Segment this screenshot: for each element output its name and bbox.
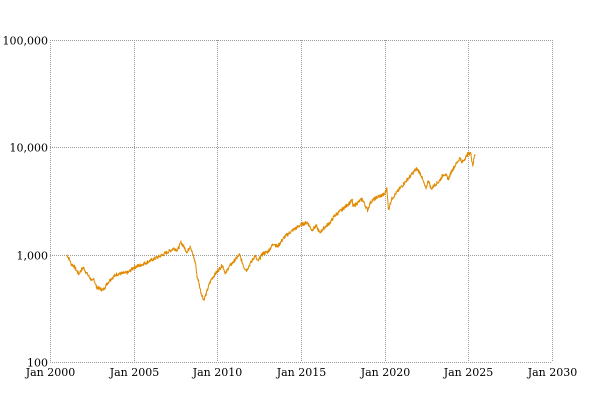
chart-series xyxy=(66,151,476,301)
x-tick-label: Jan 2010 xyxy=(192,366,243,379)
y-tick-label: 100 xyxy=(27,357,48,370)
y-tick-label: 100,000 xyxy=(3,35,49,48)
chart-grid xyxy=(50,40,553,363)
series-line xyxy=(66,151,476,301)
x-axis: Jan 2000 Jan 2005 Jan 2010 Jan 2015 Jan 2020… xyxy=(25,366,578,379)
x-tick-label: Jan 2015 xyxy=(276,366,327,379)
x-tick-label: Jan 2030 xyxy=(527,366,578,379)
y-tick-label: 1,000 xyxy=(17,250,49,263)
x-tick-label: Jan 2025 xyxy=(443,366,494,379)
x-tick-label: Jan 2000 xyxy=(25,366,76,379)
y-axis: 100 1,000 10,000 100,000 xyxy=(3,35,49,370)
x-tick-label: Jan 2020 xyxy=(360,366,411,379)
x-tick-label: Jan 2005 xyxy=(109,366,160,379)
y-tick-label: 10,000 xyxy=(10,142,49,155)
